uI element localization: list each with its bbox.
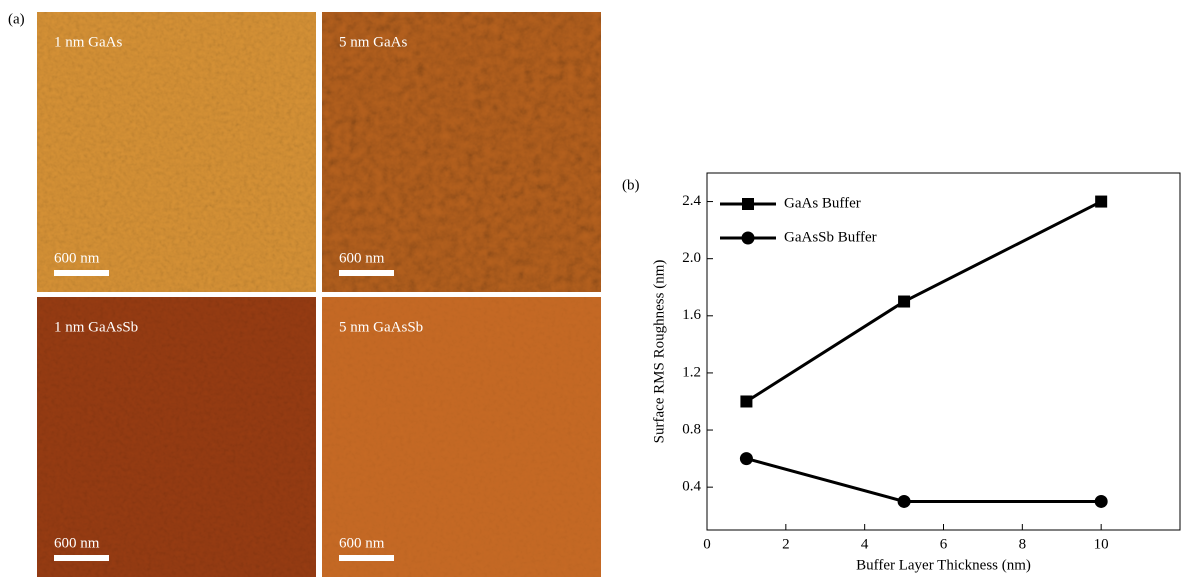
figure: (a) 1 nm GaAs 600 nm 5 nm GaAs 600 nm 1 nm G… <box>0 0 1194 577</box>
marker <box>1095 196 1107 208</box>
image-caption: 5 nm GaAs <box>339 34 407 50</box>
scale-bar <box>54 555 109 561</box>
x-tick-label: 0 <box>703 536 711 552</box>
x-tick-label: 6 <box>940 536 948 552</box>
panel-label: (a) <box>8 11 25 27</box>
scale-bar-label: 600 nm <box>54 535 100 551</box>
legend-label: GaAs Buffer <box>784 195 861 211</box>
marker <box>740 395 752 407</box>
legend-marker <box>742 232 755 245</box>
legend-label: GaAsSb Buffer <box>784 229 877 245</box>
x-tick-label: 8 <box>1019 536 1027 552</box>
scale-bar-label: 600 nm <box>339 250 385 266</box>
image-caption: 1 nm GaAsSb <box>54 319 138 335</box>
y-tick-label: 2.4 <box>682 193 701 209</box>
x-tick-label: 2 <box>782 536 790 552</box>
y-tick-label: 0.8 <box>682 421 701 437</box>
scale-bar <box>339 270 394 276</box>
scale-bar-label: 600 nm <box>339 535 385 551</box>
panel-label: (b) <box>622 177 640 193</box>
marker <box>898 296 910 308</box>
x-tick-label: 10 <box>1094 536 1109 552</box>
marker <box>740 452 753 465</box>
y-tick-label: 2.0 <box>682 250 701 266</box>
y-tick-label: 1.6 <box>682 307 701 323</box>
y-axis-label: Surface RMS Roughness (nm) <box>651 260 667 444</box>
x-tick-label: 4 <box>861 536 869 552</box>
legend-marker <box>742 198 754 210</box>
plot-frame <box>707 173 1180 530</box>
scale-bar-label: 600 nm <box>54 250 100 266</box>
scale-bar <box>54 270 109 276</box>
scale-bar <box>339 555 394 561</box>
x-axis-label: Buffer Layer Thickness (nm) <box>856 557 1031 573</box>
y-tick-label: 0.4 <box>682 479 701 495</box>
y-tick-label: 1.2 <box>682 364 701 380</box>
image-caption: 5 nm GaAsSb <box>339 319 423 335</box>
marker <box>1095 495 1108 508</box>
marker <box>898 495 911 508</box>
image-caption: 1 nm GaAs <box>54 34 122 50</box>
series-line <box>746 459 1101 502</box>
